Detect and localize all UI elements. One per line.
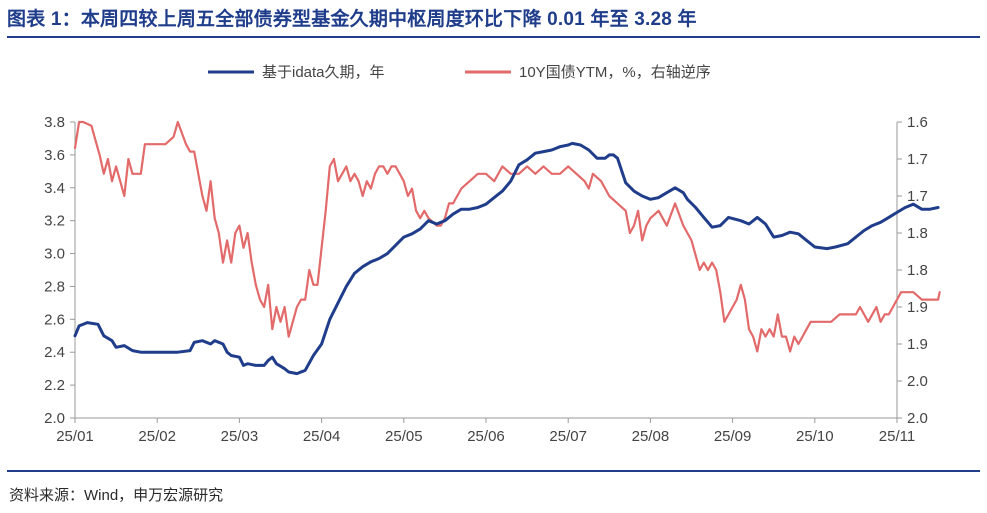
chart-legend: 基于idata久期，年 10Y国债YTM，%，右轴逆序	[208, 64, 711, 81]
x-tick-label: 25/04	[303, 428, 341, 445]
right-tick-label: 1.7	[907, 188, 928, 205]
x-tick-label: 25/05	[385, 428, 423, 445]
left-tick-label: 2.2	[44, 377, 65, 394]
legend-label-ytm: 10Y国债YTM，%，右轴逆序	[519, 64, 711, 81]
x-tick-label: 25/06	[467, 428, 505, 445]
x-tick-label: 25/09	[714, 428, 752, 445]
right-tick-label: 1.8	[907, 262, 928, 279]
right-tick-label: 1.8	[907, 225, 928, 242]
x-tick-label: 25/07	[549, 428, 587, 445]
left-tick-label: 3.2	[44, 213, 65, 230]
x-tick-label: 25/02	[138, 428, 176, 445]
plot-area: 2.0 2.2 2.4 2.6 2.8 3.0 3.2 3.4 3.6 3.8 1.6 1.7 1.7 1…	[44, 114, 941, 445]
right-tick-label: 1.9	[907, 336, 928, 353]
left-tick-label: 3.4	[44, 180, 65, 197]
page-title: 图表 1：本周四较上周五全部债券型基金久期中枢周度环比下降 0.01 年至 3.…	[7, 9, 697, 30]
right-tick-label: 1.9	[907, 299, 928, 316]
right-tick-label: 1.6	[907, 114, 928, 131]
left-tick-label: 3.0	[44, 246, 65, 263]
dual-axis-line-chart: 基于idata久期，年 10Y国债YTM，%，右轴逆序 2.0 2.2 2.4 2.6…	[44, 64, 941, 445]
series-line-duration	[73, 141, 940, 376]
left-tick-label: 2.8	[44, 278, 65, 295]
legend-label-duration: 基于idata久期，年	[262, 64, 385, 81]
source-note: 资料来源：Wind，申万宏源研究	[9, 487, 224, 504]
title-divider	[7, 36, 980, 38]
x-tick-label: 25/11	[879, 428, 915, 445]
left-tick-label: 2.0	[44, 410, 65, 427]
x-tick-label: 25/10	[796, 428, 834, 445]
left-tick-label: 3.6	[44, 147, 65, 164]
x-tick-label: 25/08	[632, 428, 670, 445]
right-tick-label: 1.7	[907, 151, 928, 168]
right-tick-label: 2.0	[907, 373, 928, 390]
left-tick-label: 2.6	[44, 311, 65, 328]
series-line-ytm	[73, 120, 941, 353]
left-tick-label: 3.8	[44, 114, 65, 131]
left-tick-label: 2.4	[44, 344, 65, 361]
footer-divider	[7, 470, 980, 472]
x-tick-label: 25/03	[221, 428, 259, 445]
right-tick-label: 2.0	[907, 410, 928, 427]
x-tick-label: 25/01	[56, 428, 94, 445]
